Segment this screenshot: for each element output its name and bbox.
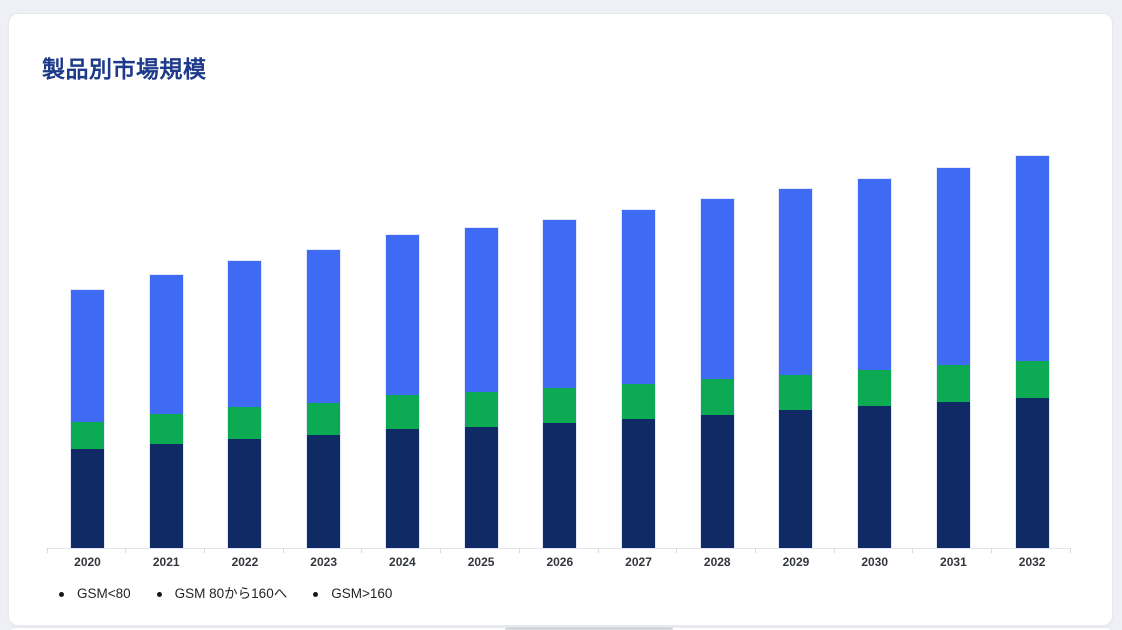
bar-segment-2030-GSM>160[interactable]: [858, 179, 892, 370]
horizontal-scrollbar-thumb[interactable]: [505, 627, 673, 630]
bar-segment-2029-GSM>160[interactable]: [779, 189, 813, 375]
bar-segment-2022-GSM 80から160へ[interactable]: [228, 407, 262, 439]
bar-segment-2031-GSM>160[interactable]: [936, 168, 970, 365]
bar-segment-2029-GSM 80から160へ[interactable]: [779, 375, 813, 410]
bar-segment-2027-GSM 80から160へ[interactable]: [622, 384, 656, 419]
chart-title: 製品別市場規模: [42, 56, 207, 82]
bar-segment-2025-GSM<80[interactable]: [464, 427, 498, 548]
bar-segment-2021-GSM<80[interactable]: [149, 444, 183, 548]
bar-segment-2024-GSM>160[interactable]: [385, 235, 419, 395]
stacked-bar-2025[interactable]: [464, 228, 498, 548]
stacked-bar-2024[interactable]: [385, 235, 419, 548]
bar-segment-2020-GSM 80から160へ[interactable]: [71, 422, 104, 449]
bar-segment-2026-GSM 80から160へ[interactable]: [543, 388, 577, 423]
legend-label: GSM 80から160へ: [174, 586, 288, 601]
legend-bullet-icon: [59, 591, 64, 597]
bar-segment-2020-GSM>160[interactable]: [71, 290, 104, 422]
stacked-bar-2026[interactable]: [543, 220, 577, 548]
bar-segment-2031-GSM<80[interactable]: [936, 402, 970, 548]
legend-item-GSM 80から160へ[interactable]: GSM 80から160へ: [156, 585, 288, 603]
stacked-bar-2022[interactable]: [228, 261, 262, 548]
bar-segment-2023-GSM>160[interactable]: [307, 250, 341, 403]
bar-segment-2022-GSM<80[interactable]: [228, 439, 262, 548]
stacked-bar-2030[interactable]: [858, 179, 892, 548]
stacked-bar-2027[interactable]: [622, 210, 656, 548]
chart-legend: GSM<80 GSM 80から160へ GSM>160: [59, 585, 392, 603]
bar-segment-2028-GSM 80から160へ[interactable]: [700, 379, 734, 415]
bar-segment-2022-GSM>160[interactable]: [228, 261, 262, 407]
bar-segment-2032-GSM<80[interactable]: [1015, 398, 1049, 548]
stacked-bar-2029[interactable]: [779, 189, 813, 548]
stacked-bar-2020[interactable]: [71, 290, 104, 548]
legend-label: GSM>160: [331, 586, 393, 601]
bar-segment-2028-GSM<80[interactable]: [700, 415, 734, 548]
stacked-bar-2021[interactable]: [149, 275, 183, 548]
stacked-bar-2032[interactable]: [1015, 156, 1049, 548]
legend-bullet-icon: [313, 591, 319, 597]
bar-segment-2023-GSM<80[interactable]: [307, 435, 341, 548]
bar-segment-2021-GSM>160[interactable]: [149, 275, 183, 414]
bar-segment-2030-GSM 80から160へ[interactable]: [858, 370, 892, 406]
bar-segment-2025-GSM 80から160へ[interactable]: [464, 392, 498, 427]
legend-bullet-icon: [156, 591, 162, 597]
bar-segment-2025-GSM>160[interactable]: [464, 228, 498, 392]
bar-segment-2029-GSM<80[interactable]: [779, 410, 813, 548]
stacked-bar-2031[interactable]: [936, 168, 970, 548]
bar-segment-2026-GSM>160[interactable]: [543, 220, 577, 388]
bar-segment-2027-GSM<80[interactable]: [622, 419, 656, 548]
legend-label: GSM<80: [77, 586, 131, 601]
bar-segment-2024-GSM<80[interactable]: [385, 429, 419, 548]
legend-item-GSM>160[interactable]: GSM>160: [313, 585, 392, 603]
bar-segment-2032-GSM 80から160へ[interactable]: [1015, 361, 1049, 398]
bar-segment-2028-GSM>160[interactable]: [700, 199, 734, 379]
stacked-bar-2028[interactable]: [700, 199, 734, 548]
bar-segment-2030-GSM<80[interactable]: [858, 406, 892, 548]
bar-segment-2020-GSM<80[interactable]: [71, 449, 104, 548]
legend-item-GSM<80[interactable]: GSM<80: [59, 585, 131, 603]
bar-segment-2027-GSM>160[interactable]: [622, 210, 656, 384]
bar-segment-2026-GSM<80[interactable]: [543, 423, 577, 548]
bar-segment-2031-GSM 80から160へ[interactable]: [936, 365, 970, 402]
bar-segment-2023-GSM 80から160へ[interactable]: [307, 403, 341, 435]
bar-segment-2032-GSM>160[interactable]: [1015, 156, 1049, 361]
stacked-bar-2023[interactable]: [307, 250, 341, 548]
bar-segment-2021-GSM 80から160へ[interactable]: [149, 414, 183, 444]
bar-segment-2024-GSM 80から160へ[interactable]: [385, 395, 419, 429]
